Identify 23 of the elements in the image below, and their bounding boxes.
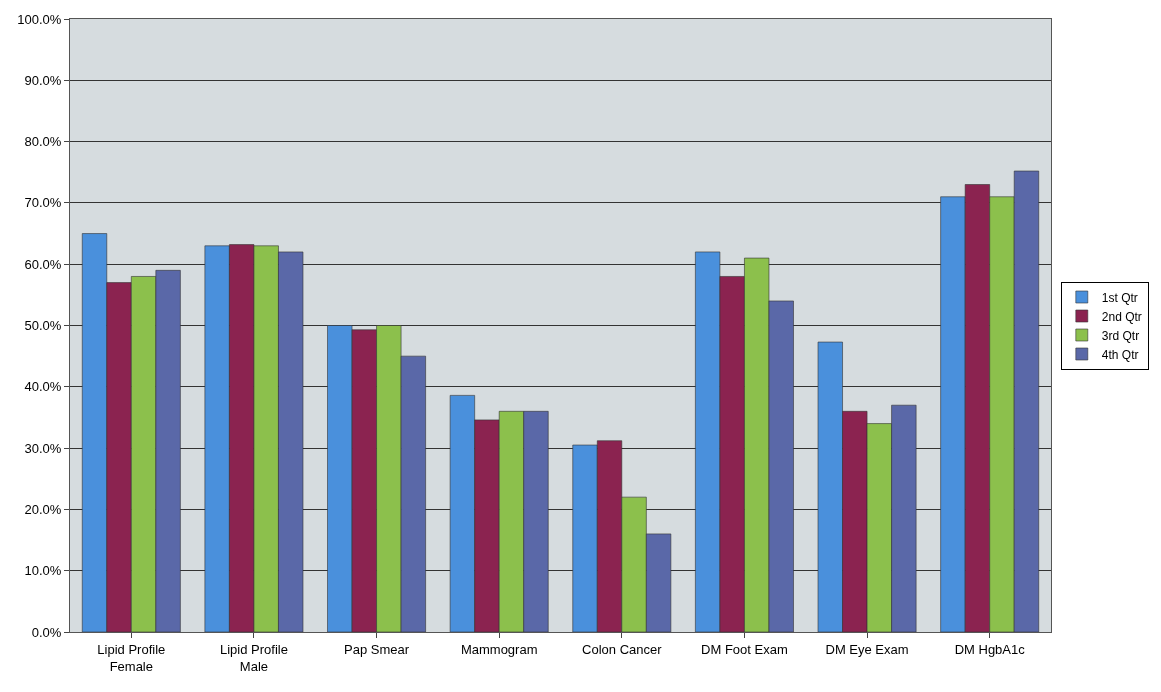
y-tick-label: 40.0% bbox=[24, 379, 62, 395]
y-tick-label: 90.0% bbox=[24, 72, 62, 88]
y-tick-label: 70.0% bbox=[24, 195, 62, 211]
y-tick-label: 50.0% bbox=[24, 318, 62, 334]
legend-label: 1st Qtr bbox=[1101, 290, 1138, 305]
legend-label: 2nd Qtr bbox=[1101, 309, 1142, 324]
x-tick-label: Mammogram bbox=[460, 641, 538, 657]
y-tick-label: 60.0% bbox=[24, 256, 62, 272]
x-tick-label: DM HgbA1c bbox=[954, 641, 1026, 657]
y-tick-label: 10.0% bbox=[24, 563, 62, 579]
x-tick-label: DM Foot Exam bbox=[701, 641, 788, 657]
y-tick-label: 80.0% bbox=[24, 134, 62, 150]
x-tick-label: DM Eye Exam bbox=[825, 641, 909, 657]
x-tick-label: Colon Cancer bbox=[582, 641, 663, 657]
x-tick-label: Pap Smear bbox=[344, 641, 410, 657]
y-tick-label: 30.0% bbox=[24, 440, 62, 456]
y-tick-label: 100.0% bbox=[17, 11, 62, 27]
x-tick-label: Lipid Profile Female bbox=[97, 641, 166, 674]
y-tick-label: 0.0% bbox=[31, 624, 62, 640]
x-tick-label: Lipid Profile Male bbox=[219, 641, 288, 674]
legend-label: 4th Qtr bbox=[1101, 347, 1139, 362]
y-tick-label: 20.0% bbox=[24, 501, 62, 517]
legend-label: 3rd Qtr bbox=[1101, 328, 1140, 343]
